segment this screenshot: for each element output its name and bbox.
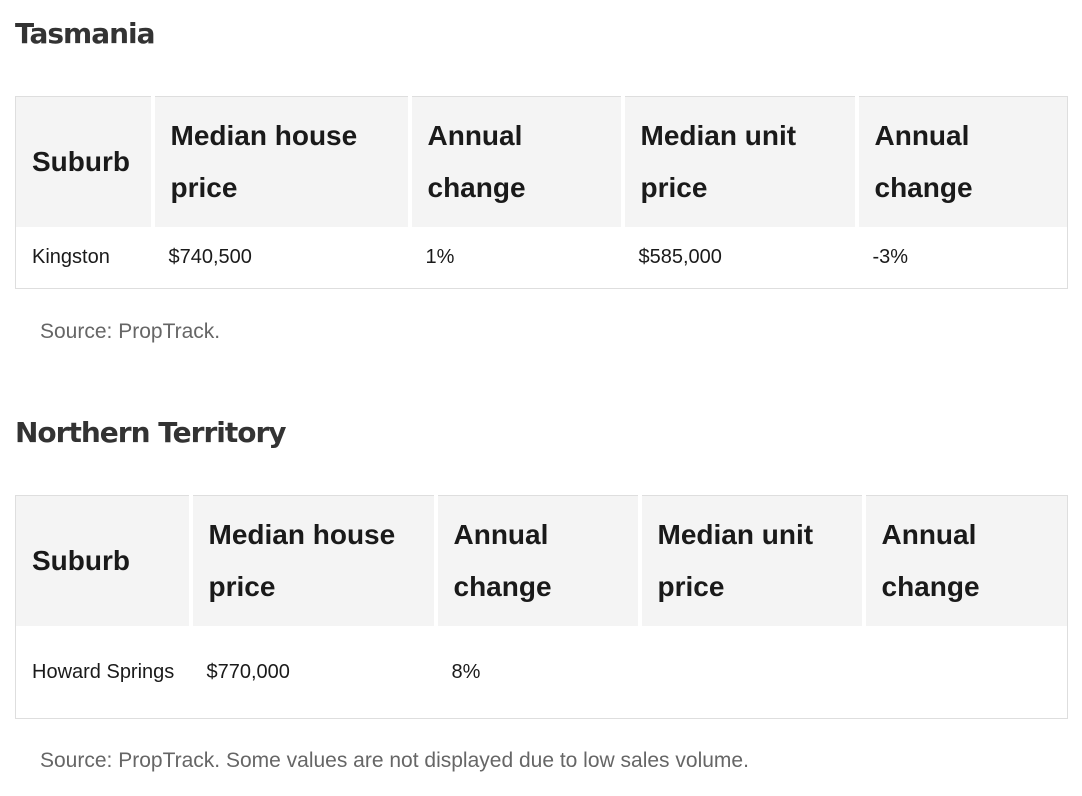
column-header-median-house-price: Median house price (190, 495, 438, 626)
column-header-suburb: Suburb (15, 495, 193, 626)
cell-suburb: Howard Springs (32, 660, 175, 683)
cell-unit-annual-change (864, 626, 1068, 719)
northern-territory-price-table: Suburb Median house price Annual change … (15, 495, 1068, 719)
source-note-tasmania: Source: PropTrack. (40, 320, 221, 343)
column-header-median-unit-price: Median unit price (622, 96, 859, 227)
column-header-suburb: Suburb (15, 96, 155, 227)
table-row: Howard Springs $770,000 8% (16, 626, 1068, 719)
cell-house-annual-change: 1% (425, 246, 455, 269)
column-header-house-annual-change: Annual change (409, 96, 625, 227)
cell-median-unit-price (640, 626, 864, 719)
section-title-northern-territory: Northern Territory (15, 416, 287, 449)
column-header-median-house-price: Median house price (152, 96, 412, 227)
cell-house-annual-change: 8% (451, 660, 481, 683)
section-title-tasmania: Tasmania (15, 17, 156, 50)
column-header-unit-annual-change: Annual change (863, 495, 1068, 626)
cell-median-house-price: $770,000 (206, 660, 290, 683)
cell-unit-annual-change: -3% (872, 246, 909, 269)
column-header-house-annual-change: Annual change (435, 495, 642, 626)
tasmania-price-table: Suburb Median house price Annual change … (15, 96, 1068, 289)
column-header-median-unit-price: Median unit price (639, 495, 866, 626)
table-header-row: Suburb Median house price Annual change … (15, 495, 1068, 626)
cell-median-unit-price: $585,000 (638, 246, 722, 269)
table-header-row: Suburb Median house price Annual change … (15, 96, 1068, 227)
source-note-northern-territory: Source: PropTrack. Some values are not d… (40, 749, 749, 772)
cell-median-house-price: $740,500 (168, 246, 252, 269)
table-row: Kingston $740,500 1% $585,000 -3% (16, 227, 1068, 289)
cell-suburb: Kingston (32, 246, 110, 269)
column-header-unit-annual-change: Annual change (856, 96, 1068, 227)
